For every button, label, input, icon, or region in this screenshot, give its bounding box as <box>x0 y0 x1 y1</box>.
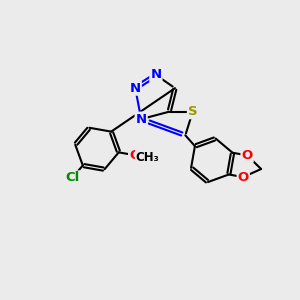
Text: Cl: Cl <box>65 171 80 184</box>
Text: CH₃: CH₃ <box>136 151 160 164</box>
Text: O: O <box>238 171 249 184</box>
Text: O: O <box>129 149 140 162</box>
Text: N: N <box>136 112 147 126</box>
Text: S: S <box>188 105 197 118</box>
Text: O: O <box>242 149 253 162</box>
Text: N: N <box>130 82 141 95</box>
Text: N: N <box>150 68 161 81</box>
